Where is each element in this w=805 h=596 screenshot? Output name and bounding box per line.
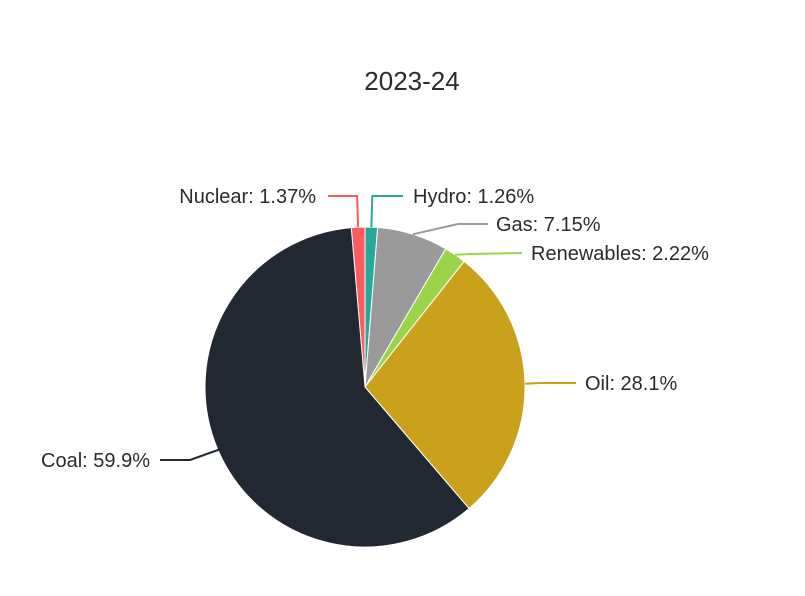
leader-line-gas (412, 223, 488, 236)
leader-line-nuclear (328, 195, 360, 228)
pie-slices (204, 226, 526, 548)
leader-line-renewables (455, 252, 523, 256)
leader-line-oil (524, 382, 576, 385)
leader-line-hydro (370, 195, 403, 228)
leader-line-coal (160, 448, 220, 461)
slice-label-coal: Coal: 59.9% (41, 450, 150, 472)
chart-title: 2023-24 (364, 66, 459, 96)
pie-slice-coal (204, 227, 470, 548)
pie-slice-oil (364, 260, 526, 510)
slice-label-renewables: Renewables: 2.22% (531, 243, 709, 265)
slice-label-gas: Gas: 7.15% (496, 214, 601, 236)
slice-label-nuclear: Nuclear: 1.37% (179, 186, 316, 208)
slice-label-oil: Oil: 28.1% (585, 373, 677, 395)
leader-lines (160, 195, 576, 461)
slice-labels: Nuclear: 1.37% Hydro: 1.26% Gas: 7.15% Rene… (41, 186, 709, 472)
slice-label-hydro: Hydro: 1.26% (413, 186, 534, 208)
